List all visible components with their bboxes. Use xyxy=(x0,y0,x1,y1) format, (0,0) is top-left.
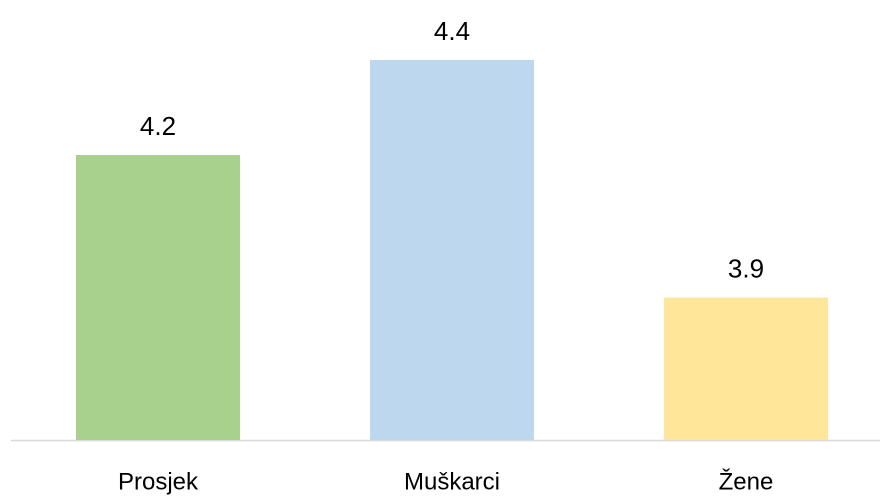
bar xyxy=(76,155,240,440)
data-label: 4.2 xyxy=(140,111,176,141)
bar xyxy=(370,60,534,440)
bar xyxy=(664,297,828,440)
x-tick-label: Žene xyxy=(719,468,774,495)
data-label: 3.9 xyxy=(728,253,764,283)
data-label: 4.4 xyxy=(434,16,470,46)
x-tick-label: Prosjek xyxy=(118,468,199,495)
x-tick-label: Muškarci xyxy=(404,468,500,495)
